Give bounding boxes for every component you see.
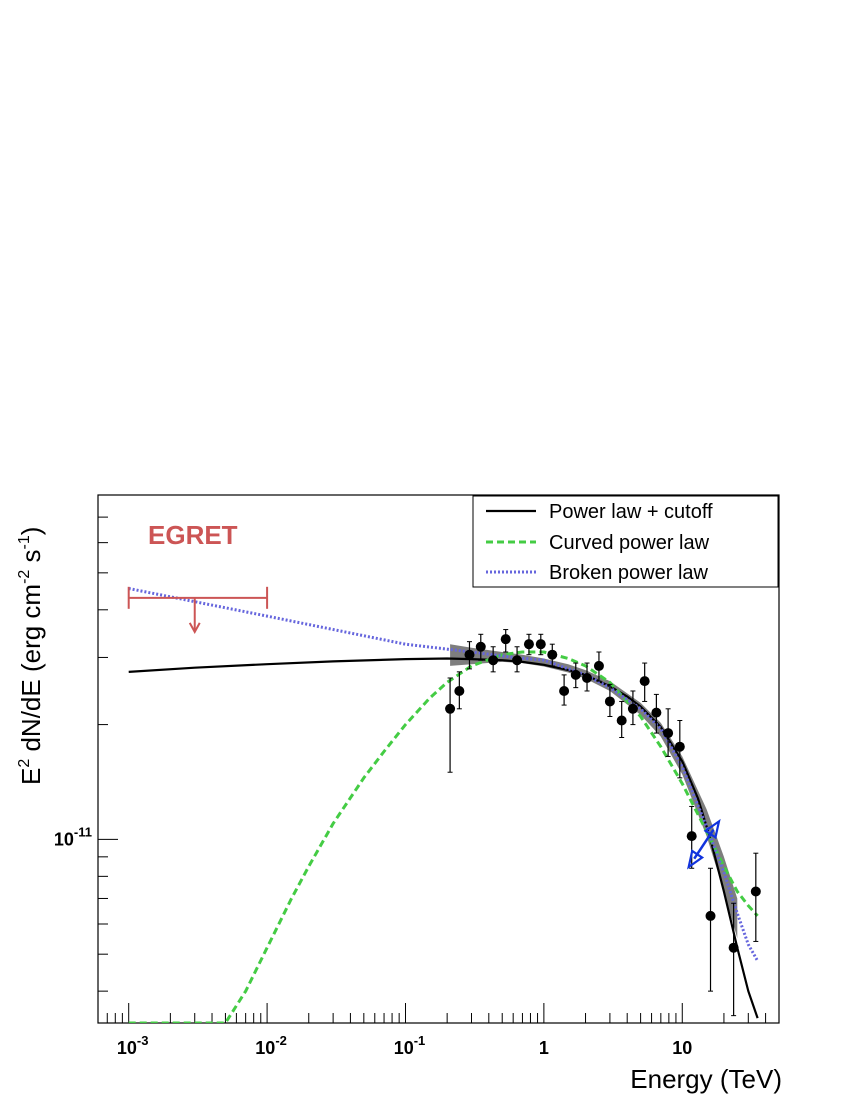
x-tick-label: 1	[539, 1038, 549, 1058]
blue-marker-head-upper	[703, 818, 721, 840]
curve-power-law-cutoff	[128, 657, 759, 1019]
blue-marker-head-lower	[687, 849, 705, 870]
data-point	[559, 685, 570, 696]
data-point	[445, 703, 456, 714]
data-point	[651, 707, 662, 718]
plot-frame	[97, 494, 780, 1024]
y-tick-label: 10-11	[54, 824, 92, 849]
data-point	[663, 728, 674, 739]
data-point	[523, 639, 534, 650]
data-point	[535, 639, 546, 650]
curve-curved-power-law	[128, 650, 759, 1023]
data-point	[488, 655, 499, 666]
legend-label-curved-power-law: Curved power law	[549, 532, 710, 554]
x-tick-label: 10-2	[255, 1033, 287, 1058]
data-point	[705, 910, 716, 921]
legend-label-broken-power-law: Broken power law	[549, 562, 709, 584]
plot-area	[128, 587, 761, 1023]
data-point	[593, 660, 604, 671]
data-point	[547, 649, 558, 660]
legend-label-power-law-cutoff: Power law + cutoff	[549, 501, 713, 523]
data-point	[500, 634, 511, 645]
data-point	[454, 685, 465, 696]
data-point	[570, 669, 581, 680]
x-tick-label: 10-1	[394, 1033, 426, 1058]
data-point	[728, 942, 739, 953]
data-point	[475, 641, 486, 652]
axis-ticks	[97, 494, 780, 1023]
data-point	[750, 886, 761, 897]
x-tick-label: 10	[672, 1038, 692, 1058]
x-axis-title: Energy (TeV)	[630, 1064, 782, 1094]
y-axis-title: E2 dN/dE (erg cm-2 s-1)	[16, 527, 46, 785]
x-tick-label: 10-3	[117, 1033, 149, 1058]
data-point	[582, 672, 593, 683]
data-point	[464, 649, 475, 660]
data-point	[686, 831, 697, 842]
data-point	[616, 715, 627, 726]
egret-upper-limit: EGRET	[127, 520, 269, 634]
egret-arrow-head	[188, 622, 201, 634]
data-point	[512, 655, 523, 666]
data-point	[639, 676, 650, 687]
legend: Power law + cutoff Curved power law Brok…	[472, 495, 779, 588]
data-point	[627, 703, 638, 714]
data-point	[674, 741, 685, 752]
data-point	[604, 696, 615, 707]
egret-label: EGRET	[148, 520, 238, 550]
curve-broken-power-law	[128, 587, 759, 962]
